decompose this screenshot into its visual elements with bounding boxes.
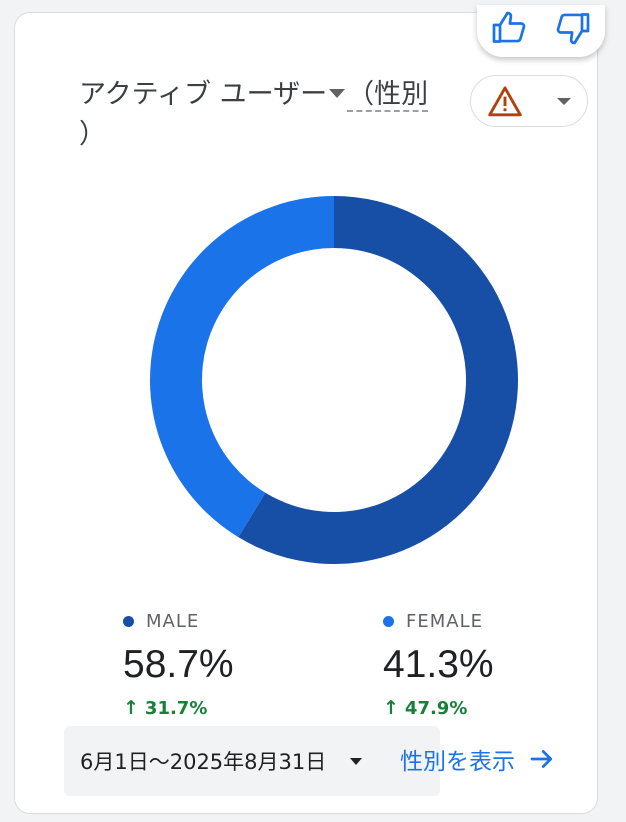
arrow-up-icon: ↑ [123, 697, 139, 719]
thumb-down-icon [556, 13, 590, 45]
legend-label-female: FEMALE [406, 610, 483, 632]
thumb-up-icon [492, 11, 526, 43]
chevron-down-icon [557, 97, 571, 105]
dimension-name[interactable]: （性別 [347, 79, 429, 112]
metric-name[interactable]: アクティブ ユーザー [79, 79, 328, 110]
card-title[interactable]: アクティブ ユーザー （性別 ） [79, 75, 449, 155]
caret-down-icon [350, 757, 363, 765]
date-range-selector[interactable]: 6月1日～2025年8月31日 [64, 726, 440, 796]
feedback-bar [477, 5, 605, 57]
legend-item-female: FEMALE 41.3% ↑ 47.9% [383, 609, 494, 719]
arrow-right-icon [530, 750, 553, 768]
legend-change-female: 47.9% [404, 697, 468, 719]
thumb-down-button[interactable] [551, 8, 595, 48]
legend-dot-male [123, 615, 134, 627]
thumb-up-button[interactable] [487, 8, 531, 48]
legend-change-male: 31.7% [144, 697, 208, 719]
metric-dropdown-arrow-icon[interactable] [329, 89, 346, 98]
legend-dot-female [383, 615, 394, 627]
gender-donut-chart [149, 196, 518, 564]
arrow-up-icon: ↑ [383, 697, 399, 719]
title-close-paren: ） [79, 119, 106, 150]
warning-dropdown[interactable] [470, 75, 588, 127]
legend-item-male: MALE 58.7% ↑ 31.7% [123, 609, 234, 719]
legend-value-male: 58.7% [123, 643, 234, 686]
legend-label-male: MALE [146, 610, 200, 632]
donut-slice-female[interactable] [149, 196, 334, 538]
warning-triangle-icon [488, 86, 522, 117]
view-gender-label: 性別を表示 [400, 749, 515, 775]
legend-value-female: 41.3% [383, 643, 494, 686]
date-range-label: 6月1日～2025年8月31日 [80, 750, 327, 774]
donut-slice-male[interactable] [238, 196, 518, 564]
view-gender-link[interactable]: 性別を表示 [400, 742, 559, 776]
active-users-by-gender-card: アクティブ ユーザー （性別 ） MALE 58.7% ↑ 31.7% FEMALE… [14, 5, 605, 814]
